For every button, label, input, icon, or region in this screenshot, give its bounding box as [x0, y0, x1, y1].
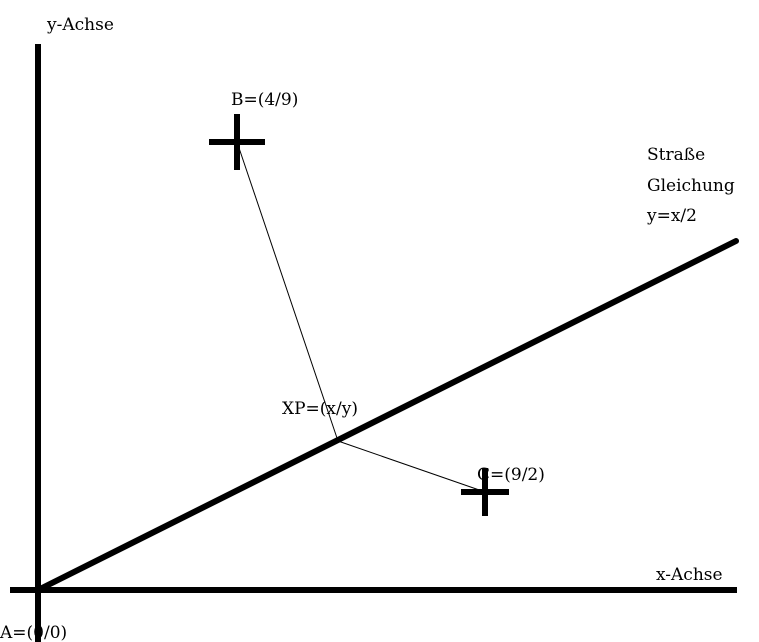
road-line — [35, 238, 739, 593]
point-b-marker — [209, 114, 265, 170]
road-title-line2: Gleichung — [647, 176, 735, 196]
point-b-label: B=(4/9) — [231, 90, 298, 110]
x-axis-label: x-Achse — [656, 565, 723, 585]
point-c-marker — [461, 468, 509, 516]
point-xp-label: XP=(x/y) — [282, 399, 358, 419]
point-c-label: C=(9/2) — [477, 465, 545, 485]
road-title-line1: Straße — [647, 145, 705, 165]
road-equation: y=x/2 — [646, 206, 697, 226]
y-axis-label: y-Achse — [46, 15, 114, 35]
connector-c-to-xp — [337, 440, 486, 493]
connector-b-to-xp — [236, 141, 339, 442]
origin-label: A=(0/0) — [0, 623, 67, 642]
